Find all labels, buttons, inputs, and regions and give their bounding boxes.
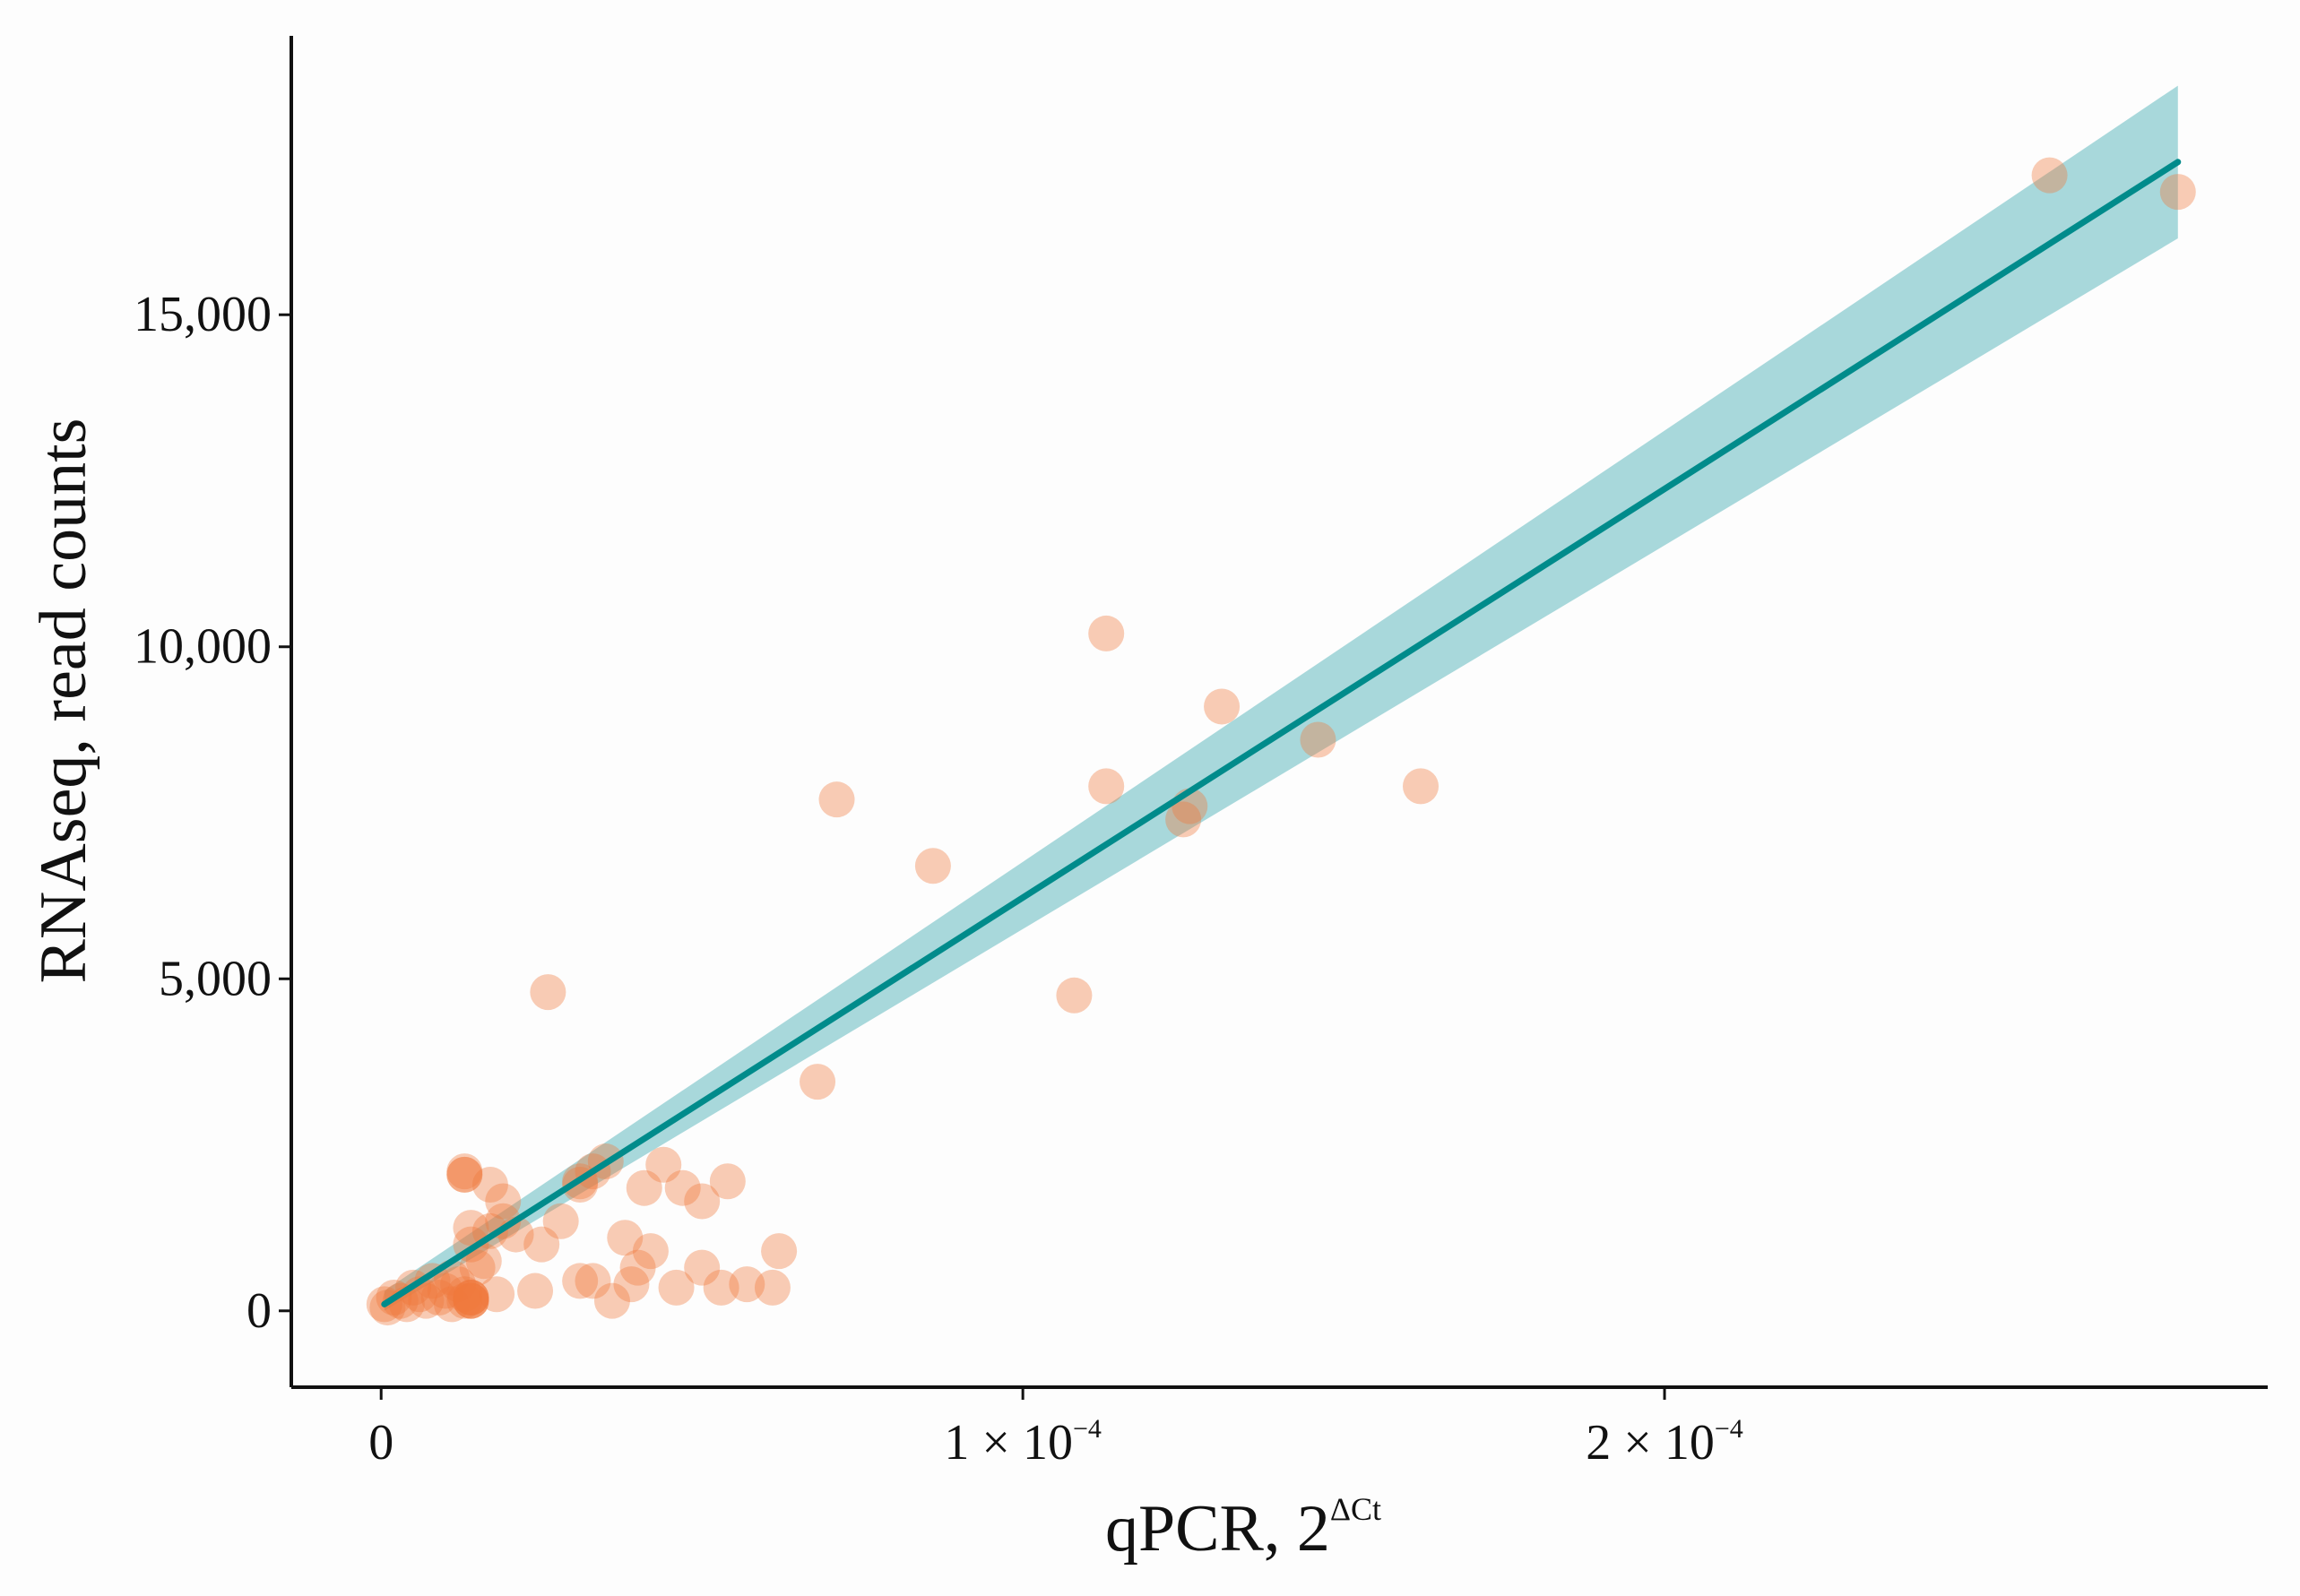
x-axis-title-main: qPCR, 2	[1105, 1492, 1330, 1566]
data-point	[1403, 768, 1439, 805]
data-point	[427, 1272, 463, 1309]
data-point	[658, 1269, 695, 1306]
data-point	[761, 1233, 798, 1270]
data-point	[420, 1279, 457, 1316]
y-tick-label: 0	[246, 1283, 272, 1339]
regression-line	[381, 159, 2182, 1307]
data-point	[446, 1156, 483, 1193]
data-point	[2031, 157, 2068, 194]
data-point	[562, 1263, 599, 1299]
data-point	[1165, 801, 1202, 838]
data-point	[619, 1249, 656, 1286]
data-point	[479, 1276, 515, 1313]
data-point	[453, 1210, 489, 1247]
data-point	[485, 1183, 522, 1220]
data-point	[523, 1226, 560, 1263]
data-point	[453, 1282, 489, 1319]
data-point	[2159, 174, 2196, 211]
data-point	[613, 1266, 650, 1303]
data-point	[703, 1269, 739, 1306]
data-point	[1088, 615, 1125, 651]
data-point	[408, 1282, 445, 1319]
confidence-band	[384, 85, 2178, 1311]
data-point	[433, 1286, 470, 1323]
x-tick-label: 2 × 10−4	[1586, 1414, 1743, 1471]
y-tick-label: 15,000	[134, 287, 272, 342]
data-point	[729, 1266, 765, 1303]
data-point	[414, 1263, 451, 1299]
data-point	[1088, 768, 1125, 805]
data-point	[517, 1272, 554, 1309]
data-point	[453, 1279, 489, 1316]
x-tick-label: 1 × 10−4	[944, 1414, 1102, 1471]
y-axis-title: RNAseq, read counts	[27, 418, 100, 984]
data-point	[1300, 721, 1336, 758]
data-point	[471, 1166, 508, 1203]
data-point	[709, 1163, 746, 1200]
confidence-band-layer	[384, 85, 2178, 1311]
data-point	[645, 1146, 682, 1183]
data-point	[684, 1183, 721, 1220]
data-point	[446, 1156, 483, 1193]
data-point	[914, 848, 951, 884]
data-point	[453, 1279, 489, 1316]
data-point	[465, 1243, 502, 1280]
data-point	[453, 1282, 489, 1319]
data-point	[1204, 688, 1241, 725]
data-point	[446, 1276, 483, 1313]
x-axis-title: qPCR, 2ΔCt	[1105, 1491, 1381, 1566]
y-ticks: 0 5,000 10,000 15,000	[134, 287, 291, 1339]
x-tick-label: 0	[368, 1415, 393, 1471]
data-point	[626, 1169, 662, 1206]
data-point	[754, 1269, 791, 1306]
data-point	[446, 1282, 483, 1319]
data-point	[542, 1203, 579, 1239]
data-point	[800, 1064, 836, 1100]
data-point	[632, 1233, 669, 1270]
y-tick-label: 5,000	[159, 951, 272, 1006]
data-point	[440, 1266, 477, 1303]
data-point	[485, 1203, 522, 1239]
data-point	[818, 781, 855, 818]
data-point	[664, 1169, 701, 1206]
data-point	[453, 1279, 489, 1316]
x-axis-title-superscript: ΔCt	[1330, 1491, 1381, 1527]
data-point	[593, 1282, 630, 1319]
data-point	[446, 1153, 483, 1190]
fit-line-layer	[381, 159, 2182, 1307]
data-point	[453, 1282, 489, 1319]
data-point	[684, 1249, 721, 1286]
x-ticks: 0 1 × 10−4 2 × 10−4	[368, 1387, 1743, 1471]
data-point	[607, 1220, 644, 1256]
y-tick-label: 10,000	[134, 619, 272, 675]
data-point	[530, 974, 566, 1011]
data-point	[575, 1263, 611, 1299]
data-point	[1056, 977, 1093, 1014]
data-point	[459, 1249, 496, 1286]
